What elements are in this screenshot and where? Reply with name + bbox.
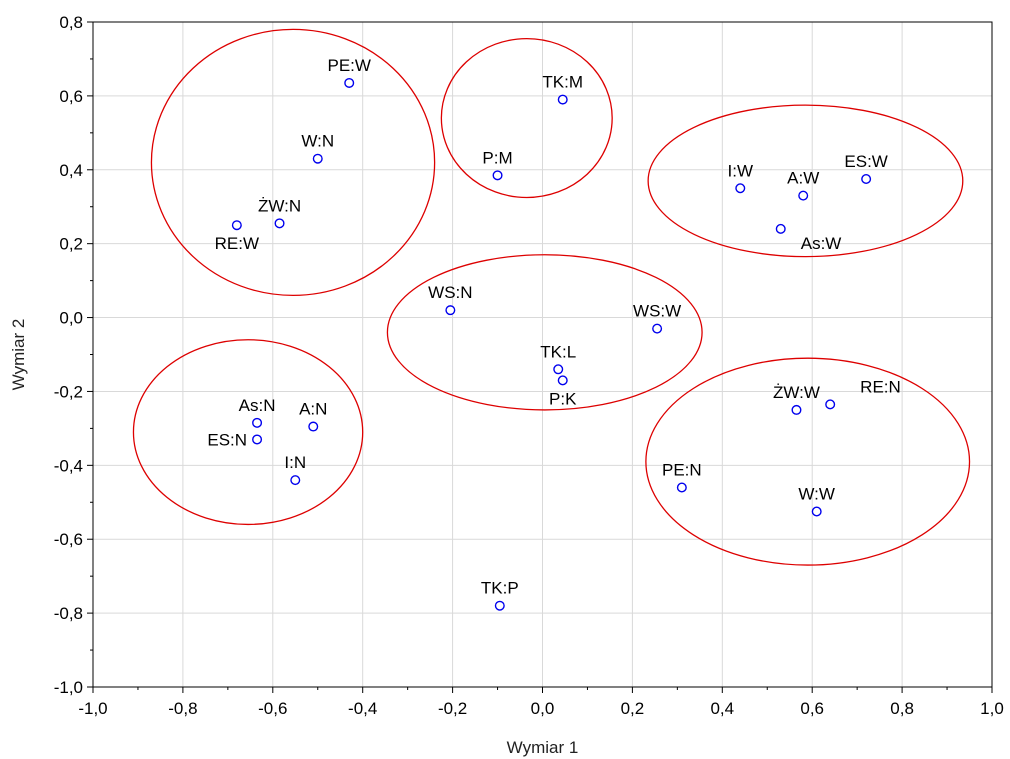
cluster-ellipse <box>440 37 613 199</box>
y-tick-label: 0,0 <box>59 309 83 328</box>
data-point <box>557 94 568 105</box>
data-point <box>791 404 802 415</box>
point-labels: PE:W W:N ŻW:N RE:W TK:M P:M I:W A:W ES:W As:W WS:N… <box>207 56 900 598</box>
point-label: WS:N <box>428 283 472 302</box>
y-tick-label: -0,6 <box>54 530 83 549</box>
point-label: P:M <box>482 148 512 167</box>
y-tick-label: 0,8 <box>59 13 83 32</box>
data-point <box>290 475 301 486</box>
y-tick-label: -1,0 <box>54 678 83 697</box>
x-tick-label: -0,2 <box>438 699 467 718</box>
point-label: TK:M <box>542 73 583 92</box>
data-point <box>735 183 746 194</box>
point-label: A:N <box>299 400 327 419</box>
data-point <box>775 223 786 234</box>
data-point <box>652 323 663 334</box>
point-label: ES:W <box>844 152 887 171</box>
cluster-ellipses <box>132 28 971 566</box>
y-tick-label: -0,2 <box>54 382 83 401</box>
cluster-ellipse <box>386 254 703 411</box>
y-tick-label: 0,6 <box>59 87 83 106</box>
point-label: P:K <box>549 389 577 408</box>
data-point <box>445 305 456 316</box>
y-tick-label: -0,4 <box>54 456 83 475</box>
cluster-ellipse <box>645 357 971 566</box>
x-tick-label: 0,2 <box>621 699 645 718</box>
x-tick-label: 0,8 <box>890 699 914 718</box>
point-label: PE:W <box>327 56 370 75</box>
x-tick-label: -0,6 <box>258 699 287 718</box>
point-label: A:W <box>787 169 819 188</box>
cluster-ellipse <box>132 339 364 526</box>
x-tick-label: 0,4 <box>710 699 734 718</box>
x-tick-label: -0,8 <box>168 699 197 718</box>
data-point <box>557 375 568 386</box>
point-label: RE:W <box>215 234 259 253</box>
x-tick-label: 0,0 <box>531 699 555 718</box>
y-tick-label: 0,4 <box>59 161 83 180</box>
point-label: As:W <box>801 234 842 253</box>
data-point <box>825 399 836 410</box>
x-tick-label: -1,0 <box>78 699 107 718</box>
grid <box>93 22 992 687</box>
y-tick-label: -0,8 <box>54 604 83 623</box>
point-label: As:N <box>239 396 276 415</box>
point-label: TK:L <box>540 342 576 361</box>
data-point <box>252 434 263 445</box>
data-point <box>861 174 872 185</box>
data-point <box>492 170 503 181</box>
x-axis-title: Wymiar 1 <box>507 738 579 757</box>
cluster-ellipse <box>647 104 964 258</box>
point-label: I:W <box>728 161 754 180</box>
data-point <box>344 77 355 88</box>
data-point <box>798 190 809 201</box>
data-point <box>231 220 242 231</box>
point-label: W:N <box>301 132 334 151</box>
x-tick-label: 1,0 <box>980 699 1004 718</box>
x-tick-label: -0,4 <box>348 699 377 718</box>
x-tick-label: 0,6 <box>800 699 824 718</box>
point-label: TK:P <box>481 579 519 598</box>
axis-ticks: -1,0 -0,8 -0,6 -0,4 -0,2 0,0 0,2 0,4 0,6 0,8 1,0 -1… <box>54 13 1004 718</box>
point-label: RE:N <box>860 377 901 396</box>
point-label: W:W <box>798 485 835 504</box>
data-point <box>553 364 564 375</box>
data-point <box>308 421 319 432</box>
data-point <box>274 218 285 229</box>
point-label: ŻW:W <box>773 383 820 402</box>
data-point <box>676 482 687 493</box>
point-label: WS:W <box>633 302 681 321</box>
point-label: ŻW:N <box>258 196 301 215</box>
cluster-ellipse <box>150 28 436 297</box>
point-label: PE:N <box>662 461 702 480</box>
y-tick-label: 0,2 <box>59 235 83 254</box>
data-point <box>494 600 505 611</box>
point-label: ES:N <box>207 430 247 449</box>
point-label: I:N <box>284 453 306 472</box>
data-points <box>231 77 872 611</box>
data-point <box>252 417 263 428</box>
data-point <box>312 153 323 164</box>
y-axis-title: Wymiar 2 <box>9 319 28 391</box>
data-point <box>811 506 822 517</box>
